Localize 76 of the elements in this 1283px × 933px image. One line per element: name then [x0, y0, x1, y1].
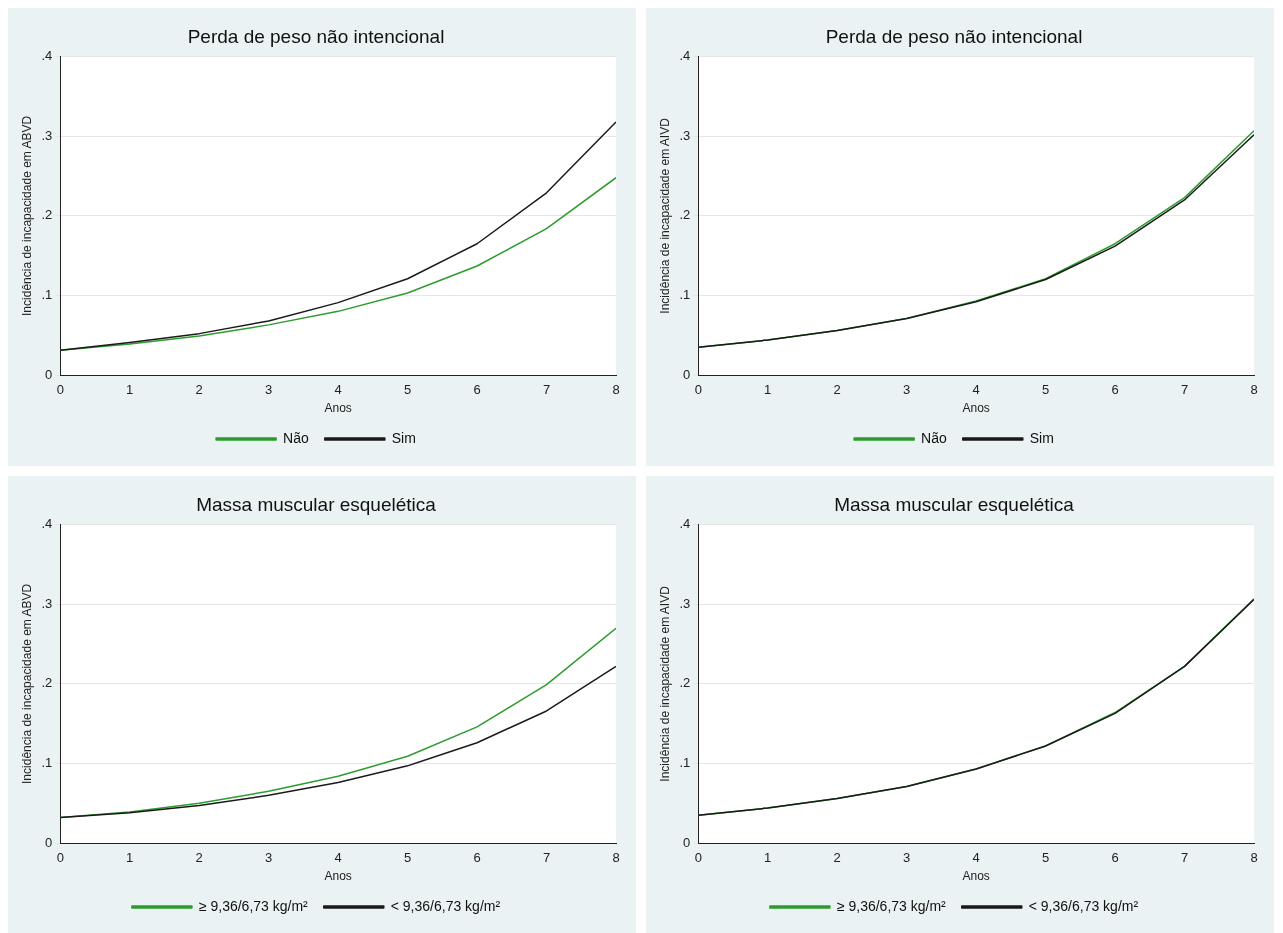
y-tick-label: .1 — [679, 755, 691, 771]
y-tick-label: .3 — [41, 127, 53, 143]
x-tick-label: 4 — [334, 850, 342, 866]
x-tick-label: 7 — [1180, 382, 1189, 398]
y-axis-title: Incidência de incapacidade em AIVD — [657, 585, 672, 782]
y-tick-label: .1 — [679, 287, 691, 303]
x-tick-label: 1 — [126, 382, 134, 398]
y-tick-label: .4 — [679, 516, 691, 532]
x-tick-label: 1 — [764, 850, 772, 866]
x-tick-label: 3 — [265, 382, 273, 398]
x-tick-label: 2 — [195, 382, 203, 398]
y-tick-label: .3 — [41, 595, 53, 611]
y-tick-label: .2 — [41, 675, 53, 691]
x-axis-title: Anos — [962, 869, 990, 884]
x-tick-label: 8 — [1250, 382, 1258, 398]
x-tick-label: 5 — [403, 382, 412, 398]
x-tick-label: 0 — [56, 850, 64, 866]
x-tick-label: 5 — [1041, 850, 1050, 866]
x-tick-label: 0 — [56, 382, 64, 398]
y-tick-label: 0 — [45, 834, 53, 850]
x-tick-label: 2 — [195, 850, 203, 866]
x-tick-label: 7 — [542, 382, 551, 398]
chart-title: Perda de peso não intencional — [825, 25, 1083, 47]
x-tick-label: 0 — [694, 382, 702, 398]
y-tick-label: 0 — [45, 366, 53, 382]
x-tick-label: 7 — [542, 850, 551, 866]
y-axis-title: Incidência de incapacidade em ABVD — [19, 583, 34, 784]
x-tick-label: 6 — [1111, 850, 1119, 866]
legend-label: ≥ 9,36/6,73 kg/m² — [198, 897, 309, 914]
x-tick-label: 0 — [694, 850, 702, 866]
x-tick-label: 6 — [473, 850, 481, 866]
y-axis-title: Incidência de incapacidade em AIVD — [657, 117, 672, 314]
x-tick-label: 8 — [612, 850, 620, 866]
chart-title: Massa muscular esquelética — [834, 493, 1075, 515]
legend-label: Não — [921, 429, 947, 446]
y-axis-title: Incidência de incapacidade em ABVD — [19, 115, 34, 316]
legend-label: ≥ 9,36/6,73 kg/m² — [836, 897, 947, 914]
x-tick-label: 8 — [1250, 850, 1258, 866]
y-tick-label: .4 — [679, 48, 691, 64]
x-tick-label: 4 — [972, 850, 980, 866]
x-tick-label: 4 — [972, 382, 980, 398]
y-tick-label: .3 — [679, 127, 691, 143]
legend-label: < 9,36/6,73 kg/m² — [390, 897, 501, 914]
legend-label: < 9,36/6,73 kg/m² — [1028, 897, 1139, 914]
x-axis-title: Anos — [324, 869, 352, 884]
x-tick-label: 2 — [833, 382, 841, 398]
chart-title: Perda de peso não intencional — [187, 25, 445, 47]
y-tick-label: .3 — [679, 595, 691, 611]
y-tick-label: .2 — [679, 675, 691, 691]
legend-label: Não — [283, 429, 309, 446]
legend-label: Sim — [391, 429, 416, 446]
x-tick-label: 8 — [612, 382, 620, 398]
y-tick-label: 0 — [683, 834, 691, 850]
x-axis-title: Anos — [962, 401, 990, 416]
y-tick-label: 0 — [683, 366, 691, 382]
y-tick-label: .4 — [41, 48, 53, 64]
y-tick-label: .2 — [679, 207, 691, 223]
y-tick-label: .4 — [41, 516, 53, 532]
legend-label: Sim — [1029, 429, 1054, 446]
x-tick-label: 3 — [903, 850, 911, 866]
x-tick-label: 3 — [265, 850, 273, 866]
x-tick-label: 6 — [473, 382, 481, 398]
x-tick-label: 3 — [903, 382, 911, 398]
x-tick-label: 2 — [833, 850, 841, 866]
x-tick-label: 1 — [764, 382, 772, 398]
x-tick-label: 5 — [1041, 382, 1050, 398]
x-tick-label: 1 — [126, 850, 134, 866]
chart-title: Massa muscular esquelética — [196, 493, 437, 515]
x-tick-label: 4 — [334, 382, 342, 398]
x-tick-label: 6 — [1111, 382, 1119, 398]
x-tick-label: 7 — [1180, 850, 1189, 866]
x-tick-label: 5 — [403, 850, 412, 866]
y-tick-label: .1 — [41, 755, 53, 771]
y-tick-label: .2 — [41, 207, 53, 223]
x-axis-title: Anos — [324, 401, 352, 416]
y-tick-label: .1 — [41, 287, 53, 303]
